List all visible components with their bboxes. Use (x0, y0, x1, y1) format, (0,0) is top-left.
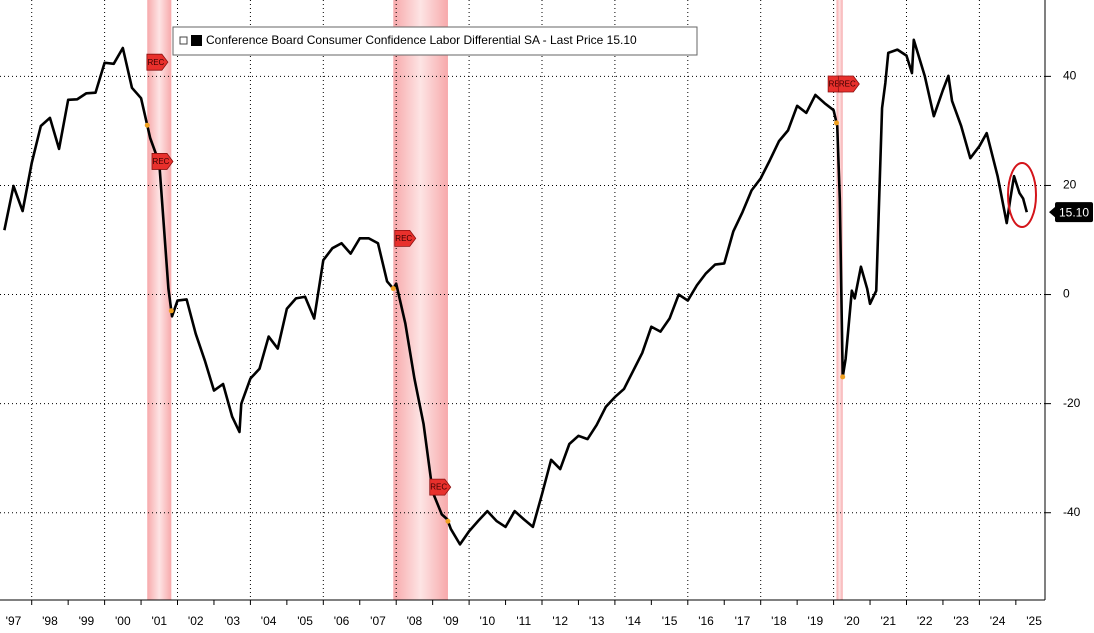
x-tick-label: '19 (808, 614, 824, 628)
x-tick-label: '08 (407, 614, 423, 628)
x-tick-label: '15 (662, 614, 678, 628)
x-tick-label: '01 (151, 614, 167, 628)
x-tick-label: '18 (771, 614, 787, 628)
line-layer (3, 38, 1029, 546)
rec-label: REC (395, 234, 412, 243)
x-tick-label: '07 (370, 614, 386, 628)
x-tick-label: '22 (917, 614, 933, 628)
recession-shade (836, 0, 843, 600)
x-tick-label: '23 (953, 614, 969, 628)
y-tick-label: 40 (1063, 69, 1077, 83)
rec-flag (146, 53, 169, 71)
period-dot (144, 122, 150, 128)
rec-label: REC (153, 157, 170, 166)
legend-swatch (191, 35, 202, 46)
period-dot (834, 120, 840, 126)
x-tick-label: '97 (6, 614, 22, 628)
legend-label: Conference Board Consumer Confidence Lab… (206, 33, 637, 47)
rec-flag (394, 229, 417, 247)
x-tick-label: '16 (698, 614, 714, 628)
x-tick-label: '09 (443, 614, 459, 628)
rec-label: REC (829, 80, 846, 89)
series-line (3, 38, 1029, 546)
x-tick-label: '25 (1026, 614, 1042, 628)
period-dot (168, 308, 174, 314)
last-value-label: 15.10 (1059, 205, 1089, 219)
period-dot (390, 286, 396, 292)
legend-expand-icon (179, 36, 188, 45)
rec-flag (837, 75, 860, 93)
rec-label: REC (147, 58, 164, 67)
y-tick-label: 20 (1063, 178, 1077, 192)
x-tick-label: '00 (115, 614, 131, 628)
last-value-pointer (1049, 206, 1056, 219)
y-tick-label: -40 (1063, 505, 1081, 519)
x-tick-label: '20 (844, 614, 860, 628)
x-tick-label: '12 (552, 614, 568, 628)
x-tick-label: '03 (224, 614, 240, 628)
x-tick-label: '14 (625, 614, 641, 628)
x-tick-label: '24 (990, 614, 1006, 628)
x-tick-label: '13 (589, 614, 605, 628)
x-tick-label: '98 (42, 614, 58, 628)
recession-shade (147, 0, 172, 600)
period-dot (840, 374, 846, 380)
x-tick-label: '10 (480, 614, 496, 628)
rec-label: REC (430, 483, 447, 492)
rec-flag (151, 153, 174, 170)
period-dot (445, 518, 451, 524)
x-tick-label: '04 (261, 614, 277, 628)
recession-shade (393, 0, 448, 600)
rec-flag (429, 478, 452, 496)
legend-box (172, 26, 698, 56)
x-tick-label: '21 (880, 614, 896, 628)
legend: Conference Board Consumer Confidence Lab… (172, 26, 698, 56)
shade-layer (147, 0, 843, 600)
y-tick-label: 0 (1063, 287, 1070, 301)
x-tick-label: '99 (79, 614, 95, 628)
x-tick-label: '17 (735, 614, 751, 628)
last-value-tag (1055, 202, 1093, 223)
highlight-circle (1007, 162, 1037, 228)
x-tick-label: '11 (516, 614, 531, 628)
y-tick-label: -20 (1063, 396, 1081, 410)
x-tick-label: '02 (188, 614, 204, 628)
rec-label: REC (839, 80, 856, 89)
x-tick-label: '05 (297, 614, 313, 628)
x-tick-label: '06 (334, 614, 350, 628)
